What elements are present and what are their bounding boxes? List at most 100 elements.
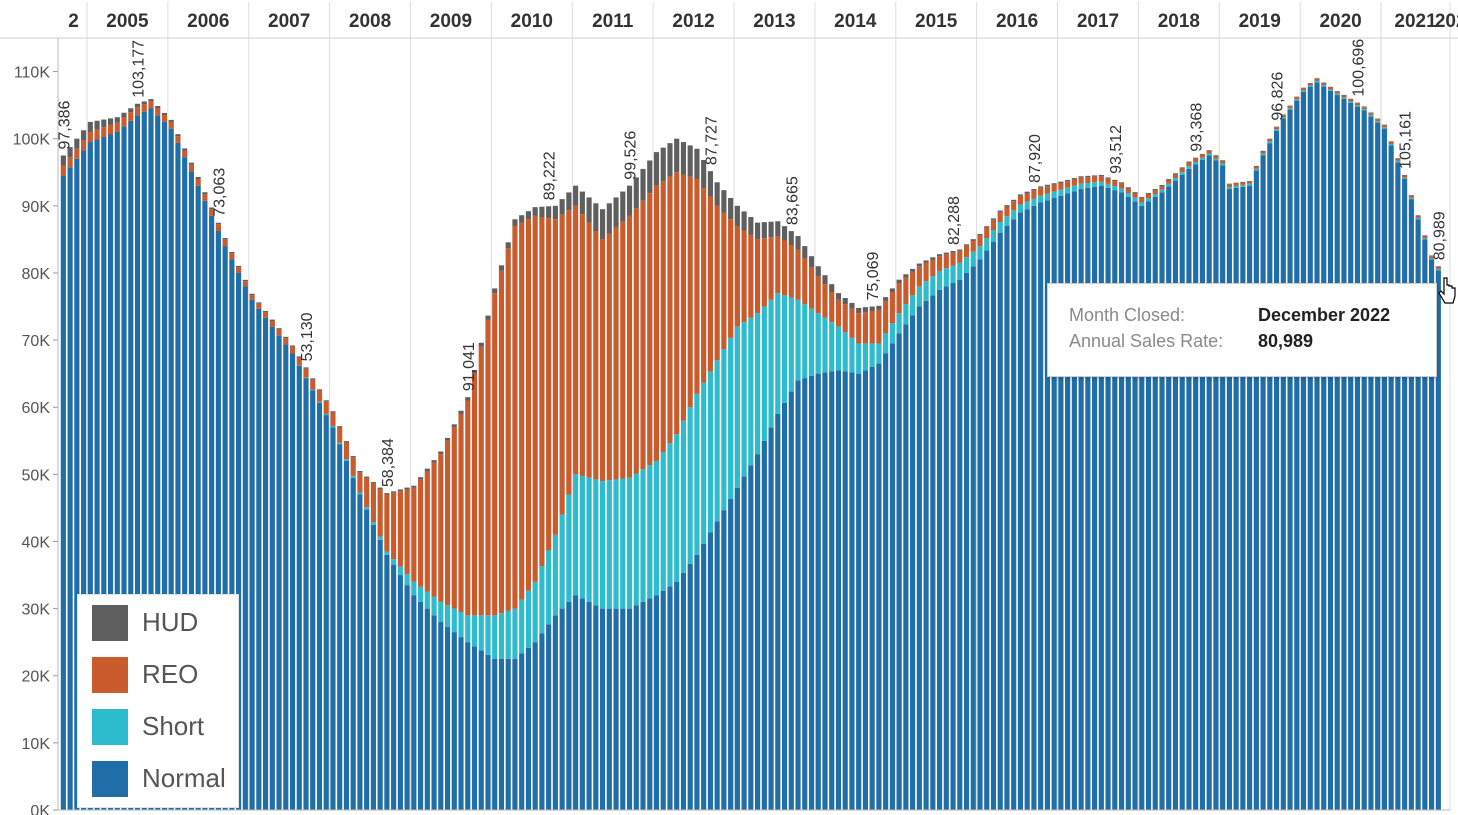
bar-segment-short xyxy=(943,268,949,287)
bar-segment-hud xyxy=(1213,155,1219,156)
bar-segment-hud xyxy=(323,400,329,402)
bar-segment-hud xyxy=(81,130,87,141)
bar-segment-hud xyxy=(1294,96,1300,98)
y-tick-label: 70K xyxy=(22,333,51,350)
bar-segment-normal xyxy=(579,598,585,810)
bar-segment-hud xyxy=(734,205,740,226)
bar-segment-short xyxy=(438,601,444,623)
bar-segment-reo xyxy=(1199,154,1205,158)
legend-item-short[interactable]: Short xyxy=(92,707,242,747)
month-bar xyxy=(701,159,707,810)
bar-segment-reo xyxy=(788,244,794,298)
bar-segment-normal xyxy=(337,444,343,810)
bar-segment-normal xyxy=(532,642,538,810)
bar-segment-hud xyxy=(424,468,430,471)
month-bar xyxy=(990,218,997,811)
bar-segment-short xyxy=(667,443,673,587)
bar-segment-normal xyxy=(1321,86,1327,810)
month-bar xyxy=(155,106,161,810)
bar-segment-hud xyxy=(418,477,424,480)
month-bar xyxy=(1321,82,1327,810)
bar-segment-normal xyxy=(161,121,168,811)
month-bar xyxy=(1092,175,1098,811)
bar-segment-hud xyxy=(492,288,498,294)
bar-segment-normal xyxy=(1294,100,1300,810)
month-bar xyxy=(525,211,531,810)
bar-segment-normal xyxy=(1078,189,1084,811)
bar-segment-normal xyxy=(478,650,484,810)
bar-segment-normal xyxy=(1118,192,1125,810)
bar-segment-hud xyxy=(741,211,747,231)
bar-segment-short xyxy=(950,265,956,284)
bar-segment-hud xyxy=(620,191,626,222)
month-bar xyxy=(519,215,525,810)
bar-segment-short xyxy=(1058,189,1064,196)
bar-segment-reo xyxy=(498,270,505,614)
bar-segment-normal xyxy=(626,608,633,810)
bar-segment-normal xyxy=(835,370,842,810)
bar-segment-reo xyxy=(970,240,976,252)
bar-segment-normal xyxy=(1213,160,1219,810)
month-bar xyxy=(977,234,983,811)
bar-segment-reo xyxy=(161,114,168,122)
month-bar xyxy=(370,482,376,810)
bar-segment-short xyxy=(701,382,707,544)
bar-segment-hud xyxy=(1152,189,1158,191)
bar-segment-reo xyxy=(714,205,720,361)
bar-segment-normal xyxy=(1287,109,1293,811)
legend-item-normal[interactable]: Normal xyxy=(92,759,242,799)
bar-segment-short xyxy=(694,393,700,555)
legend-item-reo[interactable]: REO xyxy=(92,655,242,695)
year-label: 2022 xyxy=(1435,11,1458,32)
bar-segment-reo xyxy=(370,483,376,523)
bar-segment-short xyxy=(1085,183,1091,188)
legend: HUD REO Short Normal xyxy=(77,594,239,808)
bar-segment-hud xyxy=(862,307,868,313)
bar-segment-normal xyxy=(1260,155,1266,810)
bar-segment-short xyxy=(896,313,902,334)
tooltip-rate-key: Annual Sales Rate: xyxy=(1069,331,1224,351)
bar-segment-short xyxy=(458,611,464,638)
bar-segment-hud xyxy=(1274,126,1280,128)
bar-segment-hud xyxy=(1253,165,1259,167)
bar-segment-reo xyxy=(444,440,451,606)
bar-segment-reo xyxy=(438,454,444,602)
bar-segment-hud xyxy=(653,152,660,186)
bar-segment-reo xyxy=(862,312,868,344)
legend-label-short: Short xyxy=(142,711,205,741)
bar-segment-short xyxy=(559,514,565,609)
bar-segment-hud xyxy=(337,426,343,428)
month-bar xyxy=(566,192,572,810)
bar-segment-short xyxy=(1240,184,1246,187)
bar-segment-hud xyxy=(94,120,100,130)
bar-segment-reo xyxy=(310,379,316,390)
legend-item-hud[interactable]: HUD xyxy=(92,603,242,643)
bar-segment-hud xyxy=(182,148,188,151)
bar-segment-normal xyxy=(377,539,383,810)
bar-segment-short xyxy=(640,469,646,602)
bar-segment-short xyxy=(1011,210,1017,220)
bar-segment-short xyxy=(1125,193,1131,197)
bar-segment-reo xyxy=(141,104,147,112)
bar-segment-short xyxy=(761,306,767,441)
bar-segment-short xyxy=(707,371,713,533)
bar-segment-short xyxy=(1172,177,1179,181)
bar-segment-short xyxy=(1051,191,1057,198)
bar-segment-reo xyxy=(512,225,518,609)
bar-segment-reo xyxy=(1038,187,1044,196)
bar-segment-reo xyxy=(316,390,323,402)
month-bar xyxy=(128,108,134,811)
month-bar xyxy=(1422,235,1428,811)
bar-segment-reo xyxy=(559,214,565,515)
month-bar xyxy=(1435,266,1441,810)
month-bar xyxy=(748,217,754,810)
bar-segment-reo xyxy=(202,194,208,201)
bar-segment-hud xyxy=(984,226,990,228)
bar-segment-hud xyxy=(586,197,592,223)
label-layer: 97,386 103,177 73,063 53,130 58,384 91,041 89,… xyxy=(56,39,1448,487)
year-label: 2006 xyxy=(187,11,229,32)
bar-segment-hud xyxy=(768,221,774,238)
bar-segment-hud xyxy=(222,238,228,240)
month-bar xyxy=(1233,182,1239,811)
